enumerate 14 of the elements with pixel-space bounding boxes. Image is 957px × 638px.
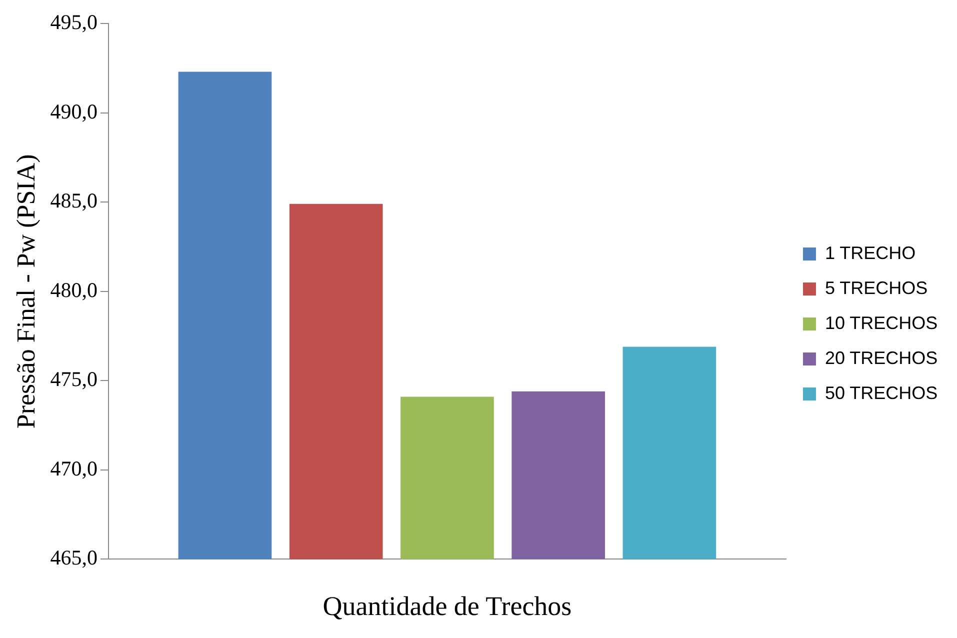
y-axis-title: Pressão Final - Pw (PSIA) xyxy=(11,154,40,429)
legend-label: 10 TRECHOS xyxy=(824,312,938,333)
legend-label: 1 TRECHO xyxy=(824,242,916,263)
y-tick-label: 475,0 xyxy=(50,367,98,392)
x-axis-title: Quantidade de Trechos xyxy=(322,590,572,621)
y-tick-label: 490,0 xyxy=(50,99,98,124)
y-tick-label: 470,0 xyxy=(50,456,98,480)
legend-label: 50 TRECHOS xyxy=(824,382,938,403)
y-tick-label: 485,0 xyxy=(50,188,98,213)
y-tick-label: 465,0 xyxy=(50,546,98,570)
legend-label: 20 TRECHOS xyxy=(824,348,938,368)
legend-label: 5 TRECHOS xyxy=(824,278,928,298)
y-tick-label: 495,0 xyxy=(50,10,98,34)
y-tick-label: 480,0 xyxy=(50,278,98,302)
